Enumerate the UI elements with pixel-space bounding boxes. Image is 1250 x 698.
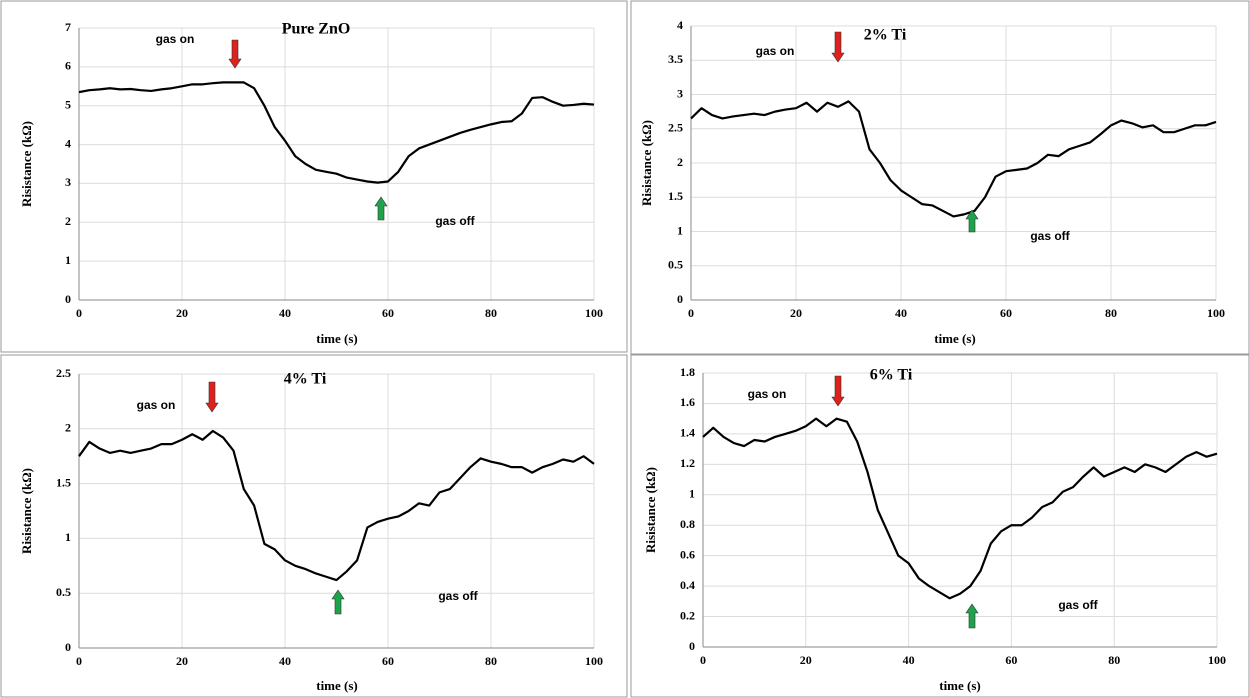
data-line [78, 81, 595, 184]
y-tick-label: 0 [65, 292, 71, 306]
x-axis-label: time (s) [316, 678, 358, 693]
x-tick-label: 60 [1005, 653, 1017, 667]
y-tick-label: 2 [677, 155, 683, 169]
panel-border [630, 0, 1250, 355]
y-tick-label: 1 [689, 487, 695, 501]
arrow [331, 589, 345, 615]
y-tick-label: 1.2 [680, 456, 695, 470]
x-tick-label: 80 [1105, 306, 1117, 320]
y-tick-label: 3 [677, 86, 683, 100]
x-axis-label: time (s) [934, 331, 976, 346]
y-tick-label: 1.6 [680, 395, 695, 409]
panel-border [0, 0, 628, 353]
panel-border [0, 354, 628, 698]
x-tick-label: 80 [1108, 653, 1120, 667]
x-tick-label: 20 [800, 653, 812, 667]
x-tick-label: 20 [176, 306, 188, 320]
y-tick-label: 1 [65, 530, 71, 544]
x-tick-label: 80 [485, 654, 497, 668]
x-tick-label: 0 [688, 306, 694, 320]
x-tick-label: 100 [585, 306, 603, 320]
x-tick-label: 100 [585, 654, 603, 668]
y-tick-label: 0.2 [680, 608, 695, 622]
annotation: gas on [137, 398, 176, 412]
annotation: gas on [748, 387, 787, 401]
y-tick-label: 1.4 [680, 426, 695, 440]
x-tick-label: 60 [1000, 306, 1012, 320]
y-tick-label: 7 [65, 20, 71, 34]
y-tick-label: 0.6 [680, 547, 695, 561]
y-tick-label: 2.5 [56, 366, 71, 380]
y-tick-label: 0.5 [56, 585, 71, 599]
y-tick-label: 0.5 [668, 258, 683, 272]
arrow [965, 209, 979, 233]
x-tick-label: 60 [382, 654, 394, 668]
chart-title: 2% Ti [864, 27, 907, 44]
y-axis-label: Risistance (kΩ) [19, 468, 34, 554]
data-line [78, 429, 595, 582]
data-line [702, 417, 1218, 600]
x-tick-label: 20 [176, 654, 188, 668]
x-tick-label: 20 [790, 306, 802, 320]
y-tick-label: 1.5 [668, 189, 683, 203]
x-tick-label: 40 [279, 306, 291, 320]
arrow [831, 375, 845, 407]
y-axis-label: Risistance (kΩ) [19, 121, 34, 207]
y-tick-label: 0 [65, 640, 71, 654]
y-tick-label: 1.8 [680, 365, 695, 379]
x-tick-label: 40 [895, 306, 907, 320]
annotation: gas off [1030, 229, 1070, 243]
y-tick-label: 3 [65, 175, 71, 189]
x-tick-label: 0 [76, 654, 82, 668]
y-tick-label: 6 [65, 59, 71, 73]
chart-title: 6% Ti [870, 367, 913, 384]
y-tick-label: 1 [65, 253, 71, 267]
y-tick-label: 4 [65, 136, 71, 150]
y-tick-label: 0 [689, 639, 695, 653]
y-tick-label: 3.5 [668, 52, 683, 66]
arrow [228, 39, 242, 69]
annotation: gas on [156, 32, 195, 46]
arrow [205, 381, 219, 413]
y-axis-label: Risistance (kΩ) [639, 120, 654, 206]
y-tick-label: 1 [677, 223, 683, 237]
annotation: gas off [438, 589, 478, 603]
chart-title: Pure ZnO [282, 21, 351, 38]
chart-title: 4% Ti [284, 371, 327, 388]
y-tick-label: 4 [677, 18, 683, 32]
annotation: gas off [1058, 598, 1098, 612]
x-tick-label: 0 [700, 653, 706, 667]
y-tick-label: 0 [677, 292, 683, 306]
y-axis-label: Risistance (kΩ) [643, 467, 658, 553]
y-tick-label: 2 [65, 421, 71, 435]
arrow [374, 196, 388, 221]
arrow [965, 603, 979, 629]
x-tick-label: 40 [279, 654, 291, 668]
annotation: gas on [756, 44, 795, 58]
y-tick-label: 0.8 [680, 517, 695, 531]
arrow [831, 31, 845, 63]
x-tick-label: 100 [1208, 653, 1226, 667]
y-tick-label: 2.5 [668, 121, 683, 135]
x-tick-label: 100 [1207, 306, 1225, 320]
panel-border [630, 354, 1250, 698]
annotation: gas off [435, 214, 475, 228]
x-tick-label: 40 [903, 653, 915, 667]
x-axis-label: time (s) [316, 331, 358, 346]
y-tick-label: 5 [65, 97, 71, 111]
y-tick-label: 2 [65, 214, 71, 228]
x-axis-label: time (s) [939, 678, 981, 693]
x-tick-label: 0 [76, 306, 82, 320]
x-tick-label: 60 [382, 306, 394, 320]
x-tick-label: 80 [485, 306, 497, 320]
data-line [690, 100, 1217, 218]
y-tick-label: 0.4 [680, 578, 695, 592]
y-tick-label: 1.5 [56, 475, 71, 489]
